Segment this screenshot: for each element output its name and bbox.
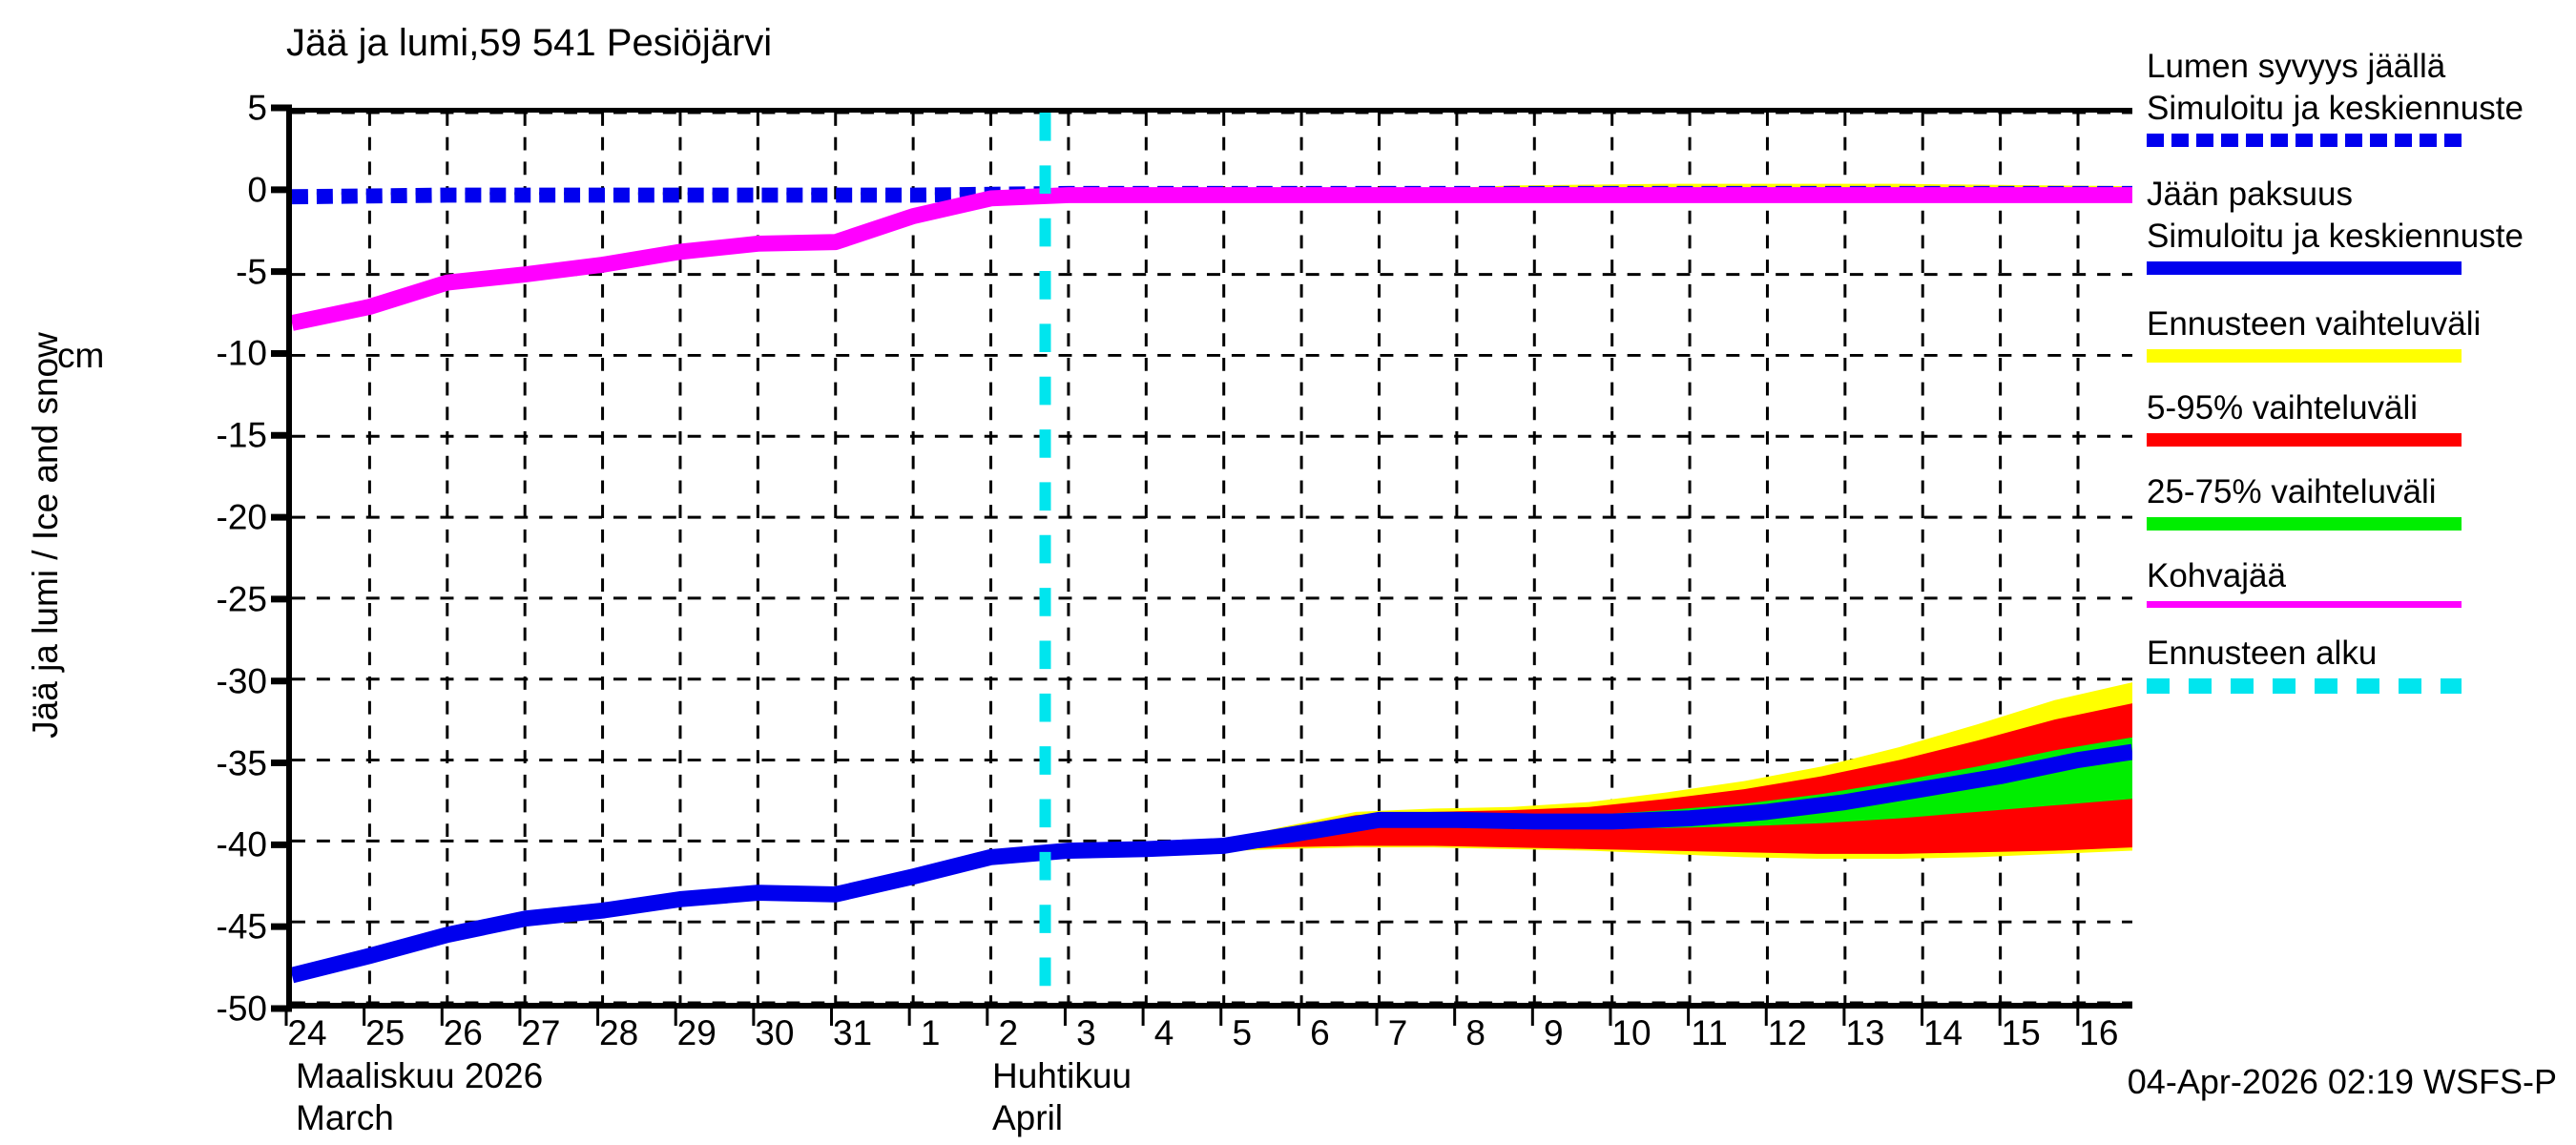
legend-item-subtitle: Simuloitu ja keskiennuste — [2147, 90, 2524, 127]
y-tick-label: -20 — [216, 497, 267, 537]
legend-swatch-dashed-blue-line — [2147, 134, 2462, 147]
y-tick-label: -10 — [216, 333, 267, 373]
y-tick-label: -40 — [216, 824, 267, 864]
x-tick-label: 28 — [599, 1013, 639, 1052]
legend-item-title: Ennusteen vaihteluväli — [2147, 305, 2482, 343]
month-april-line1: Huhtikuu — [992, 1056, 1132, 1095]
x-tick-label: 24 — [287, 1013, 327, 1052]
forecast-uncertainty-bands — [1045, 183, 2132, 860]
y-tick-marks — [271, 104, 292, 1012]
x-tick-label: 30 — [755, 1013, 795, 1052]
x-tick-label: 15 — [2001, 1013, 2041, 1052]
y-tick-label: -25 — [216, 579, 267, 619]
x-tick-label: 29 — [676, 1013, 717, 1052]
x-tick-label: 11 — [1691, 1013, 1728, 1052]
x-tick-label: 4 — [1153, 1013, 1174, 1052]
legend-item-title: Lumen syvyys jäällä — [2147, 48, 2446, 85]
x-tick-label: 8 — [1465, 1013, 1485, 1052]
legend-item-subtitle: Simuloitu ja keskiennuste — [2147, 218, 2524, 255]
x-tick-label: 9 — [1544, 1013, 1564, 1052]
series-line — [292, 743, 2132, 984]
x-tick-label: 25 — [365, 1013, 405, 1052]
x-tick-label: 14 — [1922, 1013, 1963, 1052]
x-tick-label: 10 — [1611, 1013, 1652, 1052]
x-tick-label: 12 — [1767, 1013, 1807, 1052]
legend-swatch-magenta-line — [2147, 601, 2462, 608]
legend-item: Kohvajää — [2147, 555, 2566, 608]
plot-canvas — [292, 113, 2132, 1003]
y-axis-title: Jää ja lumi / Ice and snow — [26, 332, 65, 739]
y-tick-label: -45 — [216, 906, 267, 947]
grid-lines — [292, 113, 2132, 1003]
legend-swatch-solid-blue-line — [2147, 261, 2462, 275]
x-tick-label: 5 — [1232, 1013, 1253, 1052]
legend-item: Ennusteen alku — [2147, 633, 2566, 694]
footer-timestamp: 04-Apr-2026 02:19 WSFS-P — [2127, 1062, 2557, 1101]
legend-item: Lumen syvyys jäällä Simuloitu ja keskienn… — [2147, 46, 2566, 147]
y-tick-label: -15 — [216, 415, 267, 455]
y-axis-tick-labels: 5 0 -5 -10 -15 -20 -25 -30 -35 -40 -45 -50 — [143, 91, 267, 1027]
legend-swatch-solid-yellow-band — [2147, 349, 2462, 363]
x-tick-label: 26 — [443, 1013, 483, 1052]
y-tick-label: -5 — [236, 252, 267, 292]
y-axis-unit: cm — [57, 336, 105, 375]
x-tick-label: 6 — [1310, 1013, 1330, 1052]
month-april-line2: April — [992, 1098, 1064, 1137]
y-tick-label: -35 — [216, 743, 267, 783]
series-line — [292, 185, 2132, 205]
plot-area — [286, 108, 2132, 1009]
month-march-line2: March — [296, 1098, 394, 1137]
legend-item-title: Ennusteen alku — [2147, 635, 2378, 672]
x-tick-marks — [284, 1009, 2080, 1026]
x-tick-label: 2 — [998, 1013, 1019, 1052]
y-tick-label: 0 — [247, 170, 267, 210]
legend-item: 5-95% vaihteluväli — [2147, 387, 2566, 447]
month-march-line1: Maaliskuu 2026 — [296, 1056, 544, 1095]
x-tick-label: 27 — [521, 1013, 561, 1052]
y-tick-label: 5 — [247, 88, 267, 128]
series-line — [292, 187, 2132, 331]
x-tick-label: 13 — [1845, 1013, 1885, 1052]
x-axis-month-april: Huhtikuu April — [992, 1055, 1132, 1139]
x-tick-label: 16 — [2079, 1013, 2119, 1052]
y-tick-label: -30 — [216, 661, 267, 701]
x-tick-label: 31 — [832, 1013, 873, 1052]
legend-item: Ennusteen vaihteluväli — [2147, 303, 2566, 363]
y-tick-label: -50 — [216, 989, 267, 1029]
legend-swatch-solid-red-band — [2147, 433, 2462, 447]
legend-item-title: Kohvajää — [2147, 557, 2286, 594]
legend-item: 25-75% vaihteluväli — [2147, 471, 2566, 531]
x-axis-month-march: Maaliskuu 2026 March — [296, 1055, 543, 1139]
legend-item: Jään paksuus Simuloitu ja keskiennuste — [2147, 174, 2566, 275]
legend-swatch-solid-green-band — [2147, 517, 2462, 531]
legend-item-title: 25-75% vaihteluväli — [2147, 473, 2437, 510]
legend-swatch-dashed-cyan-line — [2147, 678, 2462, 694]
legend-item-title: 5-95% vaihteluväli — [2147, 389, 2419, 427]
x-tick-label: 7 — [1387, 1013, 1408, 1052]
x-axis-tick-labels: 24 25 26 27 28 29 30 31 1 2 3 4 5 6 7 8 9 10 11 12 13 14 15 16 — [286, 1013, 2185, 1057]
x-tick-label: 1 — [920, 1013, 941, 1052]
legend-item-title: Jään paksuus — [2147, 176, 2353, 213]
chart-svg — [292, 113, 2132, 1003]
page-title: Jää ja lumi,59 541 Pesiöjärvi — [286, 22, 773, 64]
x-tick-label: 3 — [1076, 1013, 1096, 1052]
data-series — [292, 185, 2132, 984]
chart-legend: Lumen syvyys jäällä Simuloitu ja keskienn… — [2147, 46, 2566, 718]
